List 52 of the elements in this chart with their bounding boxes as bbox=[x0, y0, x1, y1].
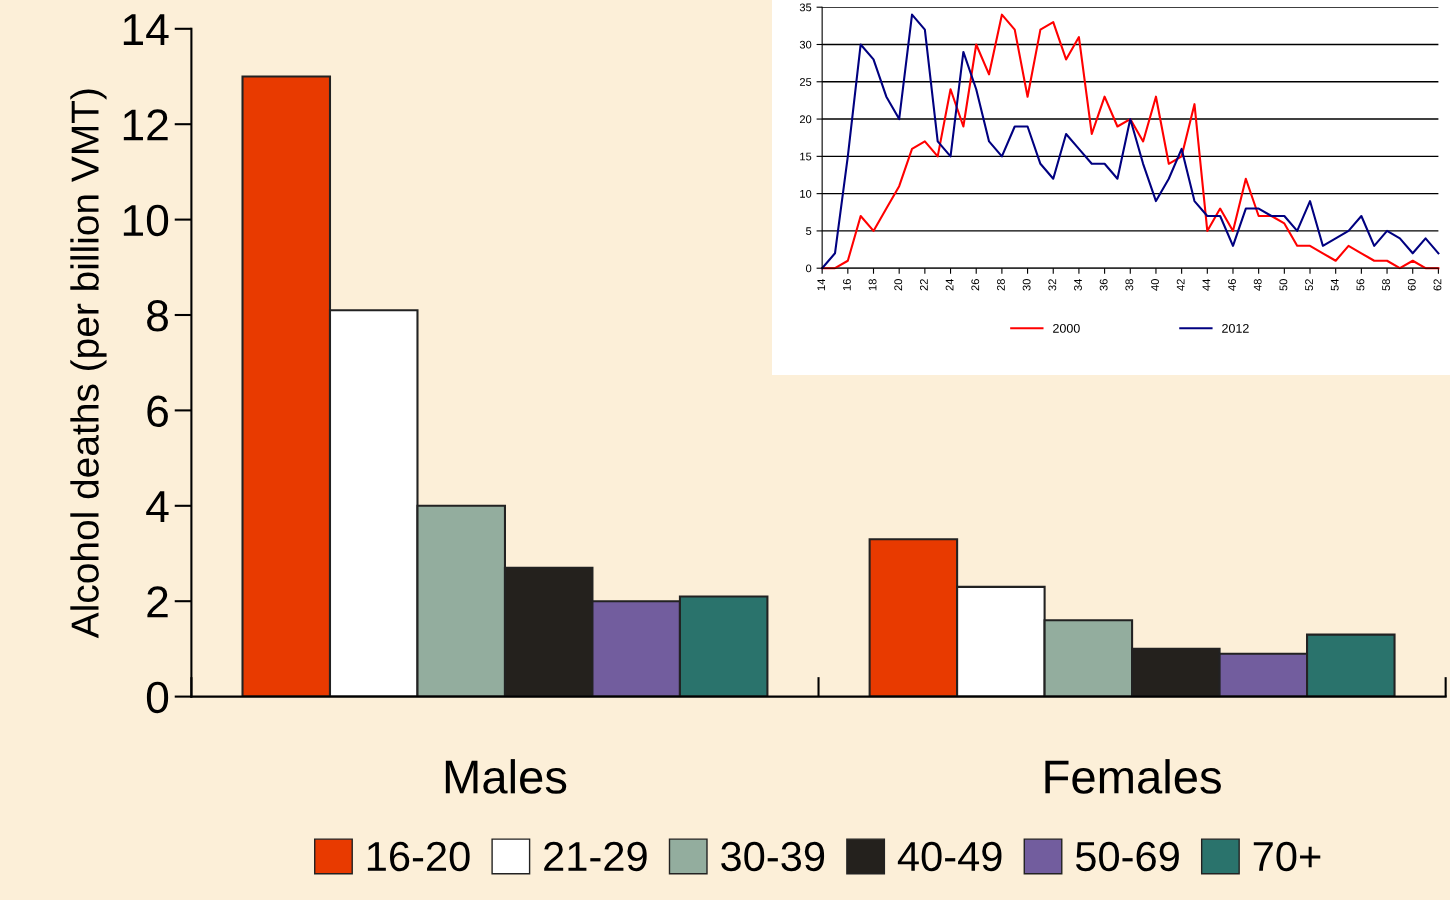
y-tick-label: 10 bbox=[800, 189, 812, 198]
x-tick-label: 24 bbox=[945, 278, 954, 291]
x-tick-label: 40 bbox=[1151, 279, 1159, 291]
y-tick-label: 6 bbox=[147, 395, 168, 427]
x-tick-label: 52 bbox=[1305, 279, 1313, 291]
legend-label: 70+ bbox=[1253, 841, 1321, 872]
legend-label: 2012 bbox=[1222, 323, 1249, 333]
x-tick-label: 38 bbox=[1125, 279, 1134, 291]
y-tick-label: 2 bbox=[147, 586, 168, 618]
x-tick-label: 36 bbox=[1099, 279, 1108, 291]
x-tick-label: 34 bbox=[1074, 278, 1082, 291]
x-tick-label: 48 bbox=[1253, 279, 1262, 291]
x-tick-label: 42 bbox=[1176, 279, 1185, 291]
legend-label: 16-20 bbox=[367, 841, 470, 872]
x-tick-label: 22 bbox=[919, 279, 928, 291]
y-tick-label: 8 bbox=[147, 300, 168, 332]
x-tick-label: 30 bbox=[1022, 279, 1031, 291]
y-tick-label: 0 bbox=[805, 264, 812, 273]
y-tick-label: 5 bbox=[806, 227, 812, 236]
x-tick-label: 58 bbox=[1382, 279, 1391, 291]
x-tick-label: 62 bbox=[1433, 279, 1442, 291]
x-tick-label: 56 bbox=[1356, 279, 1365, 291]
x-tick-label: 32 bbox=[1048, 279, 1057, 291]
x-tick-label: 44 bbox=[1202, 278, 1211, 291]
y-axis-title: Alcohol deaths (per billion VMT) bbox=[70, 89, 107, 639]
y-tick-label: 20 bbox=[799, 115, 812, 124]
x-tick-label: 26 bbox=[971, 279, 980, 291]
x-tick-label: 20 bbox=[894, 279, 903, 291]
legend-label: 2000 bbox=[1053, 323, 1080, 333]
y-tick-label: 0 bbox=[146, 681, 169, 714]
x-tick-label: 28 bbox=[997, 279, 1005, 291]
y-tick-label: 15 bbox=[800, 152, 812, 161]
legend-label: 30-39 bbox=[721, 841, 825, 872]
y-tick-label: 4 bbox=[146, 491, 169, 522]
x-tick-label: 18 bbox=[868, 279, 877, 291]
x-tick-label: 16 bbox=[842, 279, 851, 291]
legend-label: 21-29 bbox=[544, 841, 647, 872]
x-tick-label: Males bbox=[445, 759, 567, 794]
legend-label: 40-49 bbox=[897, 841, 1002, 872]
x-tick-label: 50 bbox=[1279, 279, 1288, 291]
y-tick-label: 14 bbox=[123, 14, 169, 45]
x-tick-label: 54 bbox=[1330, 278, 1339, 291]
x-tick-label: 14 bbox=[817, 278, 826, 291]
y-tick-label: 25 bbox=[799, 78, 812, 86]
x-tick-label: 60 bbox=[1407, 279, 1416, 291]
x-tick-label: 46 bbox=[1228, 279, 1236, 291]
legend-label: 50-69 bbox=[1075, 841, 1179, 872]
x-tick-label: Females bbox=[1045, 759, 1221, 794]
y-tick-label: 35 bbox=[799, 3, 812, 12]
y-tick-label: 12 bbox=[123, 109, 168, 141]
y-tick-label: 10 bbox=[123, 204, 169, 237]
y-tick-label: 30 bbox=[799, 40, 812, 49]
